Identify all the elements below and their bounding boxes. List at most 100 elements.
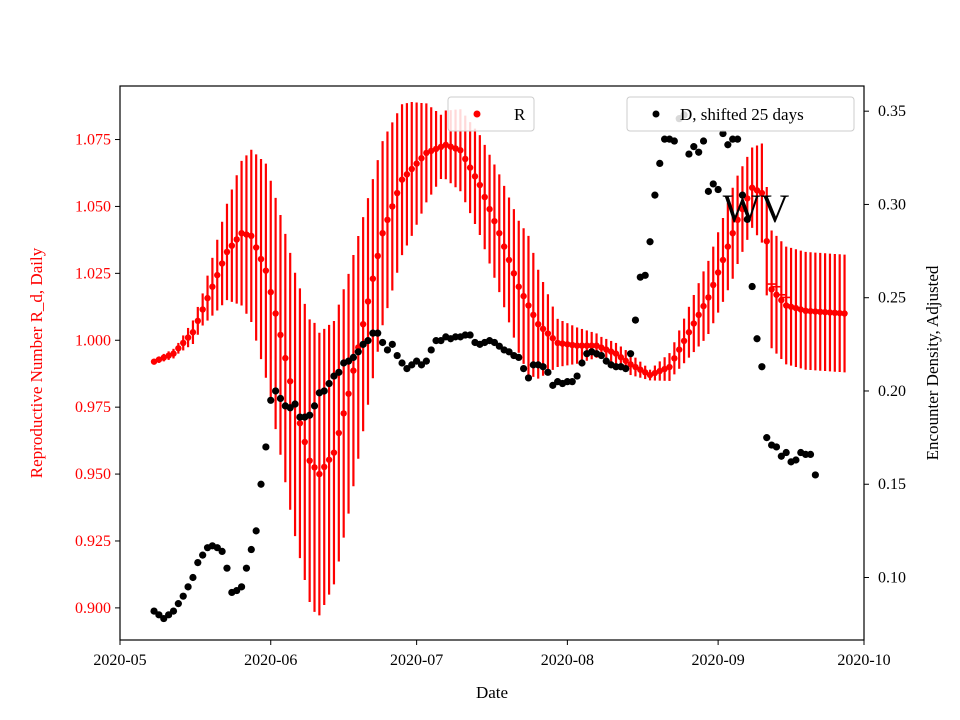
d-point [359, 340, 367, 348]
x-tick-label: 2020-09 [691, 652, 744, 669]
d-point [276, 394, 285, 403]
d-point [602, 357, 610, 365]
r-point [520, 292, 527, 300]
legend-d-label: D, shifted 25 days [680, 105, 804, 124]
d-point [408, 361, 416, 369]
d-point [549, 381, 557, 389]
r-point [170, 350, 177, 357]
r-point [826, 309, 834, 316]
r-point [690, 320, 698, 327]
d-point [189, 573, 197, 582]
r-point [534, 320, 542, 328]
r-point [432, 145, 440, 153]
r-point [500, 243, 508, 250]
r-point [369, 275, 377, 282]
r-point [676, 346, 683, 353]
d-point [325, 379, 333, 388]
y-left-tick-label: 1.050 [75, 198, 111, 215]
d-point [772, 443, 781, 451]
r-point [301, 438, 308, 446]
d-point [330, 372, 338, 380]
legend-r-marker [473, 110, 481, 118]
r-point [549, 335, 556, 342]
axes: 2020-05 2020-06 2020-07 2020-08 2020-09 2020-… [75, 103, 906, 669]
d-point [733, 135, 742, 143]
r-point [792, 304, 800, 312]
legend-r: R [447, 96, 535, 132]
r-point [316, 470, 323, 478]
y-right-tick-label: 0.35 [878, 103, 906, 120]
d-point [656, 159, 664, 168]
r-point [622, 357, 629, 364]
d-point [383, 346, 392, 354]
d-point [719, 129, 727, 138]
r-point [695, 311, 702, 319]
r-point [243, 231, 250, 238]
r-point [797, 306, 804, 313]
r-point [593, 342, 600, 349]
r-point [583, 342, 591, 349]
r-point [607, 348, 615, 355]
r-point [325, 456, 333, 463]
d-point [252, 527, 260, 535]
r-point [282, 354, 289, 362]
r-point [248, 232, 255, 240]
r-point [617, 354, 625, 361]
r-point [379, 229, 386, 237]
r-point [457, 147, 464, 154]
r-point [175, 345, 182, 352]
legend-d-marker [652, 110, 660, 118]
d-point [320, 387, 328, 395]
r-point [233, 236, 240, 243]
d-point [782, 448, 790, 457]
r-point [719, 256, 727, 264]
r-point [651, 369, 659, 377]
d-point [685, 150, 693, 158]
r-point [238, 229, 245, 237]
r-point [612, 350, 620, 357]
d-point [257, 480, 265, 488]
d-point [155, 611, 163, 619]
r-point [491, 217, 498, 225]
r-point [364, 298, 372, 305]
r-point [189, 329, 197, 336]
r-point [286, 378, 294, 385]
r-point [821, 308, 829, 316]
r-point [778, 296, 785, 304]
plot-frame [119, 85, 865, 641]
y-right-tick-label: 0.15 [878, 476, 906, 493]
d-point [306, 411, 314, 419]
r-point [218, 260, 226, 267]
d-point [344, 357, 353, 365]
r-point [748, 184, 756, 191]
r-point [539, 325, 547, 333]
d-point [631, 316, 640, 324]
d-point [626, 350, 635, 358]
r-point [296, 420, 304, 427]
r-point [437, 143, 445, 151]
d-point [427, 346, 435, 354]
r-point [569, 341, 576, 349]
d-point [393, 351, 401, 360]
r-point [209, 283, 216, 290]
y-right-tick-label: 0.30 [878, 196, 906, 213]
r-point [389, 203, 396, 210]
r-point [724, 243, 732, 250]
r-point [398, 176, 406, 183]
annotation-label: WV [723, 186, 790, 231]
r-point [685, 329, 693, 336]
d-point [748, 282, 756, 291]
d-point [165, 611, 173, 619]
d-point [354, 348, 362, 356]
r-point [257, 255, 265, 263]
r-point [408, 165, 415, 173]
r-point [705, 294, 712, 301]
d-point [310, 402, 319, 410]
d-point [622, 364, 630, 373]
d-point [374, 329, 382, 337]
r-point [350, 367, 357, 374]
r-point [544, 330, 552, 337]
r-point [641, 369, 649, 376]
d-point [811, 471, 819, 479]
